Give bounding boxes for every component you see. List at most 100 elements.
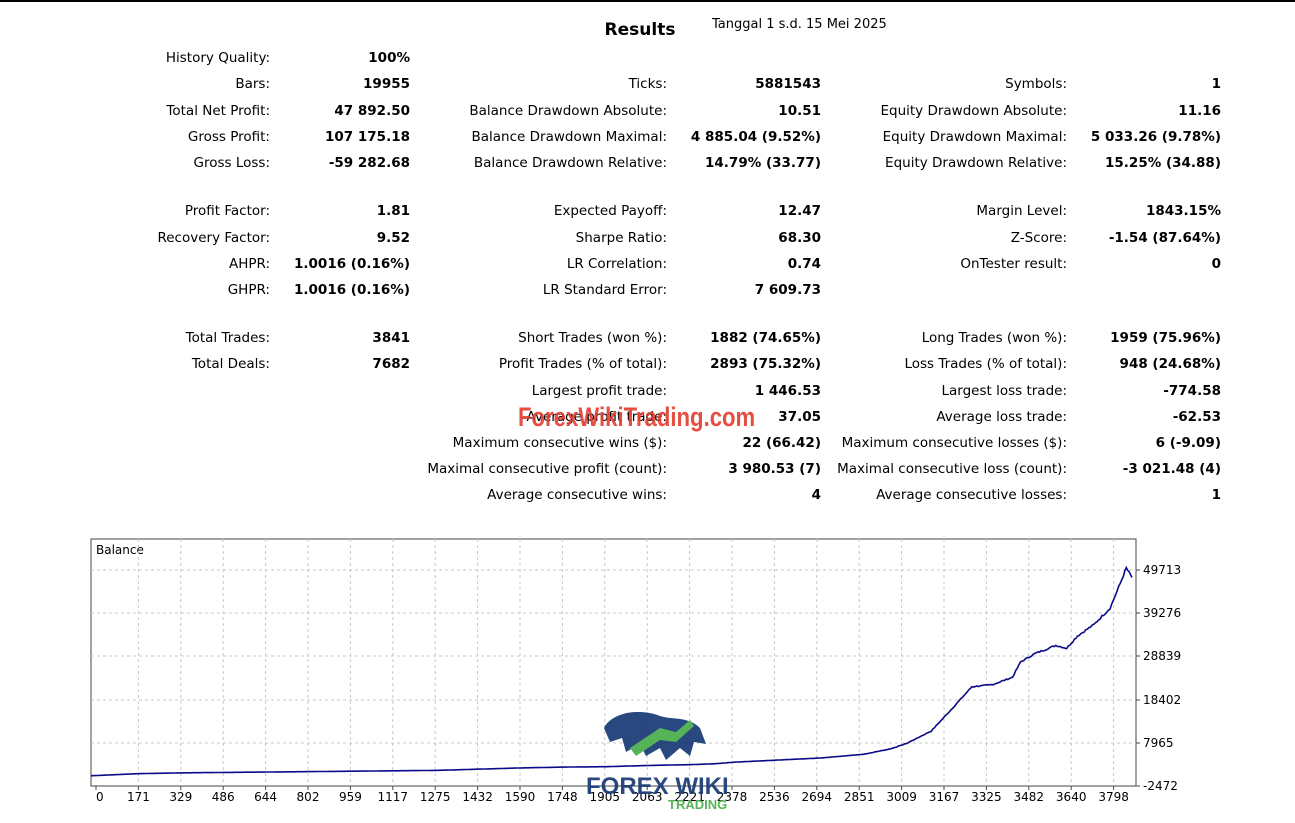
x-tick-label: 3325 — [971, 790, 1002, 804]
col2-label-1: Balance Drawdown Absolute: — [469, 103, 667, 119]
col2-label-0: Ticks: — [628, 76, 667, 92]
col1-value-4: -59 282.68 — [328, 155, 410, 171]
x-tick-label: 3167 — [929, 790, 960, 804]
col1-value-10: 7682 — [372, 356, 410, 372]
col1-value-9: 3841 — [372, 330, 410, 346]
col2-label-6: LR Correlation: — [566, 256, 667, 272]
col2-value-5: 68.30 — [778, 230, 821, 246]
col2-value-14: 4 — [811, 487, 821, 503]
x-tick-label: 0 — [96, 790, 104, 804]
x-tick-label: 2221 — [674, 790, 705, 804]
col2-label-4: Expected Payoff: — [553, 203, 667, 219]
x-tick-label: 959 — [339, 790, 362, 804]
col3-label-10: Average loss trade: — [936, 409, 1067, 425]
x-tick-label: 329 — [169, 790, 192, 804]
x-tick-label: 802 — [297, 790, 320, 804]
col1-value-2: 47 892.50 — [334, 103, 410, 119]
col3-value-6: 0 — [1211, 256, 1221, 272]
col3-value-4: 1843.15% — [1145, 203, 1221, 219]
col1-value-8: 1.0016 (0.16%) — [294, 282, 410, 298]
col3-label-13: Average consecutive losses: — [876, 487, 1067, 503]
col2-value-0: 5881543 — [755, 76, 821, 92]
x-tick-label: 3009 — [886, 790, 917, 804]
x-tick-label: 1117 — [378, 790, 409, 804]
col3-label-1: Equity Drawdown Absolute: — [880, 103, 1067, 119]
col2-value-11: 37.05 — [778, 409, 821, 425]
col2-label-9: Profit Trades (% of total): — [498, 356, 667, 372]
col3-label-11: Maximum consecutive losses ($): — [841, 435, 1067, 451]
top-border — [0, 0, 1295, 2]
x-tick-label: 2851 — [844, 790, 875, 804]
x-tick-label: 3798 — [1098, 790, 1129, 804]
x-tick-label: 3482 — [1014, 790, 1045, 804]
col2-value-7: 7 609.73 — [754, 282, 821, 298]
col1-value-1: 19955 — [363, 76, 410, 92]
col3-label-7: Long Trades (won %): — [921, 330, 1067, 346]
col3-label-2: Equity Drawdown Maximal: — [882, 129, 1067, 145]
col2-value-1: 10.51 — [778, 103, 821, 119]
col1-label-10: Total Deals: — [191, 356, 270, 372]
col1-label-3: Gross Profit: — [187, 129, 270, 145]
page-title: Results — [604, 20, 676, 40]
col1-label-0: History Quality: — [165, 50, 270, 66]
col1-label-1: Bars: — [235, 76, 270, 92]
col2-label-10: Largest profit trade: — [531, 383, 667, 399]
col2-value-10: 1 446.53 — [754, 383, 821, 399]
col2-value-13: 3 980.53 (7) — [728, 461, 821, 477]
col1-value-5: 1.81 — [376, 203, 410, 219]
x-tick-label: 1432 — [462, 790, 493, 804]
x-tick-label: 1905 — [590, 790, 621, 804]
arrow-icon — [630, 720, 694, 756]
x-tick-label: 1275 — [420, 790, 451, 804]
x-tick-label: 1748 — [547, 790, 578, 804]
col3-value-8: 948 (24.68%) — [1119, 356, 1221, 372]
col1-label-2: Total Net Profit: — [166, 103, 270, 119]
col1-label-5: Profit Factor: — [184, 203, 270, 219]
x-tick-label: 644 — [254, 790, 277, 804]
col2-label-14: Average consecutive wins: — [487, 487, 667, 503]
col2-value-6: 0.74 — [787, 256, 821, 272]
watermark-text: ForexWikiTrading.com — [518, 402, 756, 432]
col2-value-3: 14.79% (33.77) — [705, 155, 821, 171]
y-tick-label: 18402 — [1143, 693, 1181, 707]
x-tick-label: 171 — [127, 790, 150, 804]
col3-label-4: Margin Level: — [976, 203, 1067, 219]
x-tick-label: 486 — [212, 790, 235, 804]
col3-value-5: -1.54 (87.64%) — [1108, 230, 1221, 246]
col3-value-2: 5 033.26 (9.78%) — [1090, 129, 1221, 145]
col2-label-12: Maximum consecutive wins ($): — [452, 435, 667, 451]
col1-value-0: 100% — [368, 50, 410, 66]
col3-value-1: 11.16 — [1178, 103, 1221, 119]
col2-label-7: LR Standard Error: — [542, 282, 667, 298]
logo-text-top: FOREX WIKI — [586, 773, 729, 800]
x-tick-label: 2536 — [759, 790, 790, 804]
col3-value-11: 6 (-9.09) — [1155, 435, 1221, 451]
col1-label-9: Total Trades: — [185, 330, 270, 346]
col2-value-4: 12.47 — [778, 203, 821, 219]
logo-text-bottom: TRADING — [668, 797, 727, 812]
col1-label-4: Gross Loss: — [193, 155, 271, 171]
col3-label-12: Maximal consecutive loss (count): — [837, 461, 1067, 477]
col3-label-0: Symbols: — [1005, 76, 1067, 92]
col3-value-0: 1 — [1211, 76, 1221, 92]
col3-value-10: -62.53 — [1172, 409, 1221, 425]
col3-label-9: Largest loss trade: — [941, 383, 1067, 399]
chart-frame — [90, 538, 1137, 787]
y-tick-label: 7965 — [1143, 736, 1174, 750]
col2-label-3: Balance Drawdown Relative: — [473, 155, 667, 171]
col1-label-6: Recovery Factor: — [157, 230, 270, 246]
col3-value-3: 15.25% (34.88) — [1105, 155, 1221, 171]
col3-label-8: Loss Trades (% of total): — [904, 356, 1067, 372]
y-tick-label: -2472 — [1143, 779, 1178, 793]
col2-label-8: Short Trades (won %): — [518, 330, 667, 346]
col2-value-12: 22 (66.42) — [742, 435, 821, 451]
col2-value-9: 2893 (75.32%) — [710, 356, 821, 372]
balance-series-line — [90, 565, 1133, 777]
y-tick-label: 49713 — [1143, 563, 1181, 577]
col2-label-2: Balance Drawdown Maximal: — [471, 129, 668, 145]
col2-label-13: Maximal consecutive profit (count): — [427, 461, 667, 477]
x-tick-label: 3640 — [1056, 790, 1087, 804]
col3-value-9: -774.58 — [1163, 383, 1221, 399]
